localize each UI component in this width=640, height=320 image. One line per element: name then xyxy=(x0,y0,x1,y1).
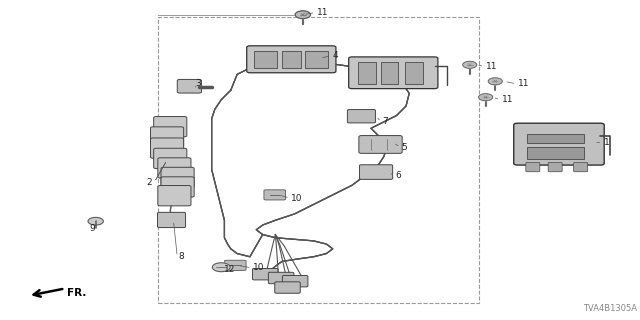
FancyBboxPatch shape xyxy=(349,57,438,89)
Bar xyxy=(305,51,328,68)
Circle shape xyxy=(463,61,477,68)
Text: 10: 10 xyxy=(291,194,303,203)
Text: 10: 10 xyxy=(253,263,264,272)
Text: TVA4B1305A: TVA4B1305A xyxy=(583,304,637,313)
Bar xyxy=(404,62,422,84)
FancyBboxPatch shape xyxy=(526,163,540,172)
FancyBboxPatch shape xyxy=(154,116,187,137)
Bar xyxy=(254,51,276,68)
FancyBboxPatch shape xyxy=(514,123,604,165)
Bar xyxy=(282,51,301,68)
Text: 11: 11 xyxy=(518,79,529,88)
Circle shape xyxy=(295,11,310,19)
Circle shape xyxy=(212,263,230,272)
FancyBboxPatch shape xyxy=(161,177,194,197)
Circle shape xyxy=(488,78,502,85)
FancyBboxPatch shape xyxy=(252,268,278,280)
Text: 4: 4 xyxy=(333,51,339,60)
Bar xyxy=(527,147,584,159)
FancyBboxPatch shape xyxy=(157,212,186,228)
FancyBboxPatch shape xyxy=(158,186,191,206)
Bar xyxy=(358,62,376,84)
Text: 11: 11 xyxy=(486,62,497,71)
Text: 11: 11 xyxy=(502,95,513,104)
Circle shape xyxy=(295,11,310,19)
Text: 5: 5 xyxy=(401,143,407,152)
Text: 8: 8 xyxy=(179,252,184,261)
FancyBboxPatch shape xyxy=(158,158,191,178)
Bar xyxy=(157,17,479,303)
Text: 9: 9 xyxy=(90,224,95,233)
FancyBboxPatch shape xyxy=(264,190,285,200)
FancyBboxPatch shape xyxy=(268,272,294,284)
Circle shape xyxy=(479,94,493,101)
FancyBboxPatch shape xyxy=(275,282,300,293)
Text: 11: 11 xyxy=(317,8,328,17)
Text: 1: 1 xyxy=(604,138,609,147)
FancyBboxPatch shape xyxy=(548,163,562,172)
Text: 12: 12 xyxy=(225,265,236,274)
Text: 3: 3 xyxy=(196,79,202,88)
FancyBboxPatch shape xyxy=(246,46,336,73)
FancyBboxPatch shape xyxy=(360,165,393,179)
FancyBboxPatch shape xyxy=(359,136,402,153)
Text: 7: 7 xyxy=(383,117,388,126)
FancyBboxPatch shape xyxy=(282,276,308,287)
FancyBboxPatch shape xyxy=(161,167,194,188)
Text: 2: 2 xyxy=(147,178,152,187)
FancyBboxPatch shape xyxy=(348,109,376,123)
FancyBboxPatch shape xyxy=(225,260,246,270)
Text: 6: 6 xyxy=(395,172,401,180)
FancyBboxPatch shape xyxy=(150,138,184,158)
Circle shape xyxy=(88,217,103,225)
Bar xyxy=(527,134,584,142)
FancyBboxPatch shape xyxy=(154,148,187,169)
FancyBboxPatch shape xyxy=(150,127,184,147)
Text: FR.: FR. xyxy=(67,288,86,298)
Bar xyxy=(381,62,398,84)
FancyBboxPatch shape xyxy=(573,163,588,172)
FancyBboxPatch shape xyxy=(177,79,202,93)
